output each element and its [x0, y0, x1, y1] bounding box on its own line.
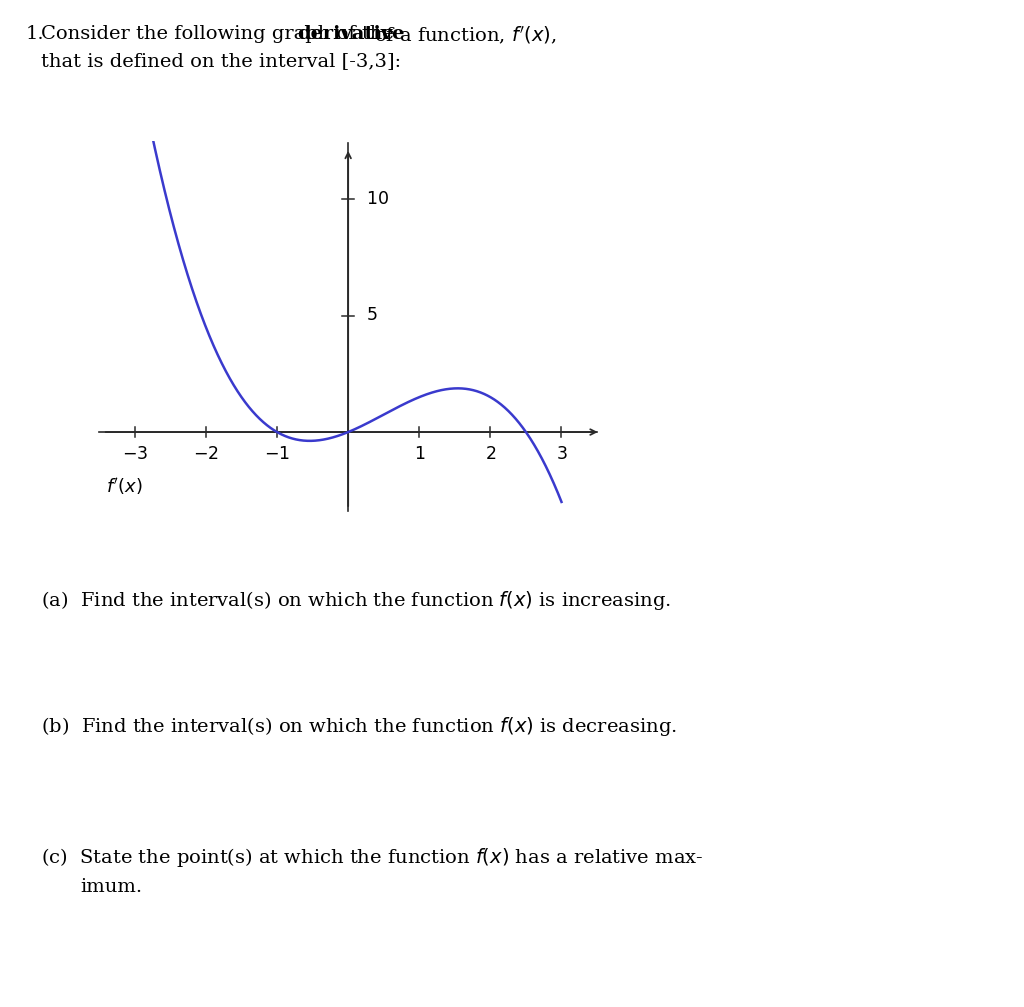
Text: $10$: $10$ — [366, 190, 389, 207]
Text: $-3$: $-3$ — [122, 446, 147, 463]
Text: $5$: $5$ — [366, 307, 378, 324]
Text: $-1$: $-1$ — [264, 446, 290, 463]
Text: (c)  State the point(s) at which the function $f(x)$ has a relative max-: (c) State the point(s) at which the func… — [41, 846, 703, 869]
Text: $f'(x)$: $f'(x)$ — [106, 476, 143, 497]
Text: $-2$: $-2$ — [194, 446, 219, 463]
Text: (a)  Find the interval(s) on which the function $f(x)$ is increasing.: (a) Find the interval(s) on which the fu… — [41, 589, 671, 612]
Text: (b)  Find the interval(s) on which the function $f(x)$ is decreasing.: (b) Find the interval(s) on which the fu… — [41, 715, 677, 738]
Text: derivative: derivative — [297, 25, 404, 43]
Text: Consider the following graph of the: Consider the following graph of the — [41, 25, 400, 43]
Text: that is defined on the interval [-3,3]:: that is defined on the interval [-3,3]: — [41, 52, 401, 70]
Text: 1.: 1. — [26, 25, 44, 43]
Text: $1$: $1$ — [414, 446, 425, 463]
Text: imum.: imum. — [80, 878, 142, 896]
Text: of a function, $f'(x)$,: of a function, $f'(x)$, — [369, 25, 557, 47]
Text: $2$: $2$ — [484, 446, 496, 463]
Text: $3$: $3$ — [556, 446, 567, 463]
